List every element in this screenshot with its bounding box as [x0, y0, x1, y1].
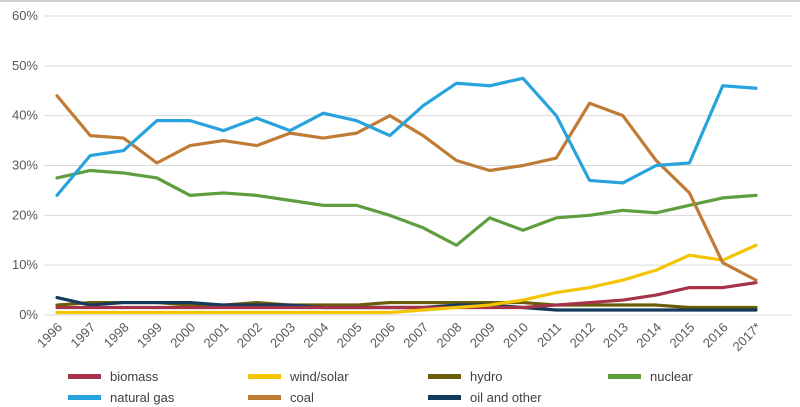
legend-swatch — [248, 373, 281, 379]
legend-item-biomass: biomass — [68, 367, 248, 385]
y-tick-label: 0% — [19, 307, 38, 322]
x-tick-label: 2005 — [334, 320, 365, 351]
legend-swatch — [248, 394, 281, 400]
legend-label: wind/solar — [290, 368, 349, 384]
legend-swatch — [68, 373, 101, 379]
legend-item-oil-and-other: oil and other — [428, 388, 608, 406]
x-tick-label: 2013 — [600, 320, 631, 351]
legend-label: oil and other — [470, 389, 542, 405]
x-tick-label: 2014 — [633, 320, 664, 351]
series-line-coal — [55, 94, 758, 282]
legend-item-nuclear: nuclear — [608, 367, 788, 385]
x-tick-label: 2003 — [267, 320, 298, 351]
legend-label: biomass — [110, 368, 159, 384]
y-tick-label: 10% — [12, 257, 38, 272]
series-line-wind-solar — [55, 243, 758, 315]
x-tick-label: 2006 — [367, 320, 398, 351]
chart-plot-area: 0% 10% 20% 30% 40% 50% 60% 1996 1997 1998 1999 2000… — [12, 8, 792, 355]
series-line-biomass — [55, 281, 758, 310]
chart-legend: biomass wind/solar hydro nuclear natural gas… — [68, 367, 800, 406]
legend-label: hydro — [470, 368, 503, 384]
legend-swatch — [68, 394, 101, 400]
x-tick-label: 2000 — [167, 320, 198, 351]
legend-swatch — [608, 373, 641, 379]
y-tick-label: 40% — [12, 108, 38, 123]
x-tick-label: 2012 — [567, 320, 598, 351]
legend-label: nuclear — [650, 368, 693, 384]
y-tick-label: 30% — [12, 158, 38, 173]
x-tick-label: 1999 — [134, 320, 165, 351]
x-tick-label: 2016 — [700, 320, 731, 351]
legend-item-natural-gas: natural gas — [68, 388, 248, 406]
series-line-nuclear — [55, 168, 758, 247]
x-tick-label: 2001 — [200, 320, 231, 351]
x-tick-label: 2009 — [467, 320, 498, 351]
legend-label: coal — [290, 389, 314, 405]
legend-item-hydro: hydro — [428, 367, 608, 385]
legend-item-coal: coal — [248, 388, 428, 406]
legend-swatch — [428, 394, 461, 400]
x-tick-label: 2015 — [666, 320, 697, 351]
x-tick-label: 2002 — [234, 320, 265, 351]
legend-label: natural gas — [110, 389, 175, 405]
y-tick-label: 60% — [12, 8, 38, 23]
y-tick-label: 20% — [12, 207, 38, 222]
legend-swatch — [428, 373, 461, 379]
x-tick-label: 1996 — [34, 320, 65, 351]
x-tick-label: 2007 — [400, 320, 431, 351]
x-tick-label: 2017* — [729, 320, 764, 355]
x-tick-label: 1998 — [101, 320, 132, 351]
x-tick-label: 2011 — [534, 320, 564, 350]
x-tick-label: 2010 — [500, 320, 531, 351]
x-tick-label: 1997 — [67, 320, 98, 351]
y-tick-label: 50% — [12, 58, 38, 73]
x-tick-label: 2008 — [433, 320, 464, 351]
legend-item-wind-solar: wind/solar — [248, 367, 428, 385]
series-line-natural-gas — [55, 76, 758, 197]
x-tick-label: 2004 — [300, 320, 331, 351]
